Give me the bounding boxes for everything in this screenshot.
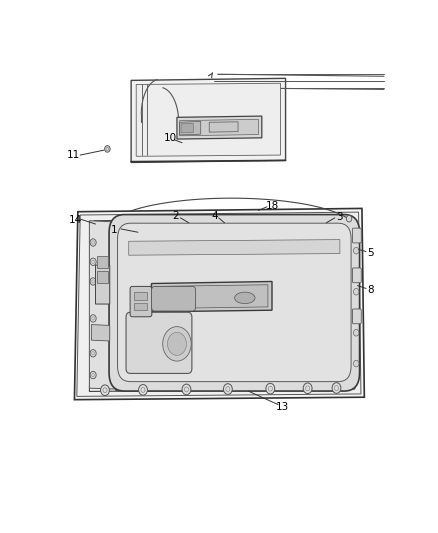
Circle shape	[90, 278, 96, 285]
FancyBboxPatch shape	[109, 215, 360, 391]
Polygon shape	[89, 221, 115, 389]
Circle shape	[90, 314, 96, 322]
Polygon shape	[209, 122, 238, 132]
Circle shape	[105, 146, 110, 152]
Ellipse shape	[235, 292, 255, 304]
Circle shape	[346, 215, 352, 222]
Circle shape	[353, 288, 359, 295]
Text: 13: 13	[276, 402, 289, 411]
Text: 14: 14	[68, 215, 82, 225]
Text: 1: 1	[111, 225, 117, 235]
Circle shape	[167, 333, 187, 356]
Circle shape	[90, 372, 96, 379]
Text: 2: 2	[172, 211, 179, 221]
FancyBboxPatch shape	[152, 286, 196, 311]
FancyBboxPatch shape	[353, 309, 361, 324]
Polygon shape	[95, 265, 110, 304]
Circle shape	[353, 329, 359, 336]
Text: 3: 3	[336, 212, 343, 222]
Circle shape	[101, 385, 110, 395]
FancyBboxPatch shape	[130, 286, 152, 317]
Polygon shape	[92, 325, 110, 341]
Circle shape	[332, 383, 341, 393]
Circle shape	[90, 350, 96, 357]
Polygon shape	[74, 208, 364, 400]
Text: 5: 5	[367, 248, 374, 258]
Circle shape	[266, 383, 275, 394]
Circle shape	[353, 360, 359, 367]
Circle shape	[138, 384, 148, 395]
Text: 8: 8	[367, 285, 374, 295]
Circle shape	[303, 383, 312, 393]
Polygon shape	[180, 119, 258, 136]
Polygon shape	[181, 124, 193, 133]
Bar	[134, 303, 148, 310]
Text: 18: 18	[265, 200, 279, 211]
Polygon shape	[129, 240, 340, 255]
FancyBboxPatch shape	[117, 223, 351, 382]
Polygon shape	[77, 212, 361, 397]
Polygon shape	[116, 221, 352, 391]
Polygon shape	[155, 285, 268, 309]
FancyBboxPatch shape	[126, 312, 192, 374]
Polygon shape	[152, 281, 272, 312]
Circle shape	[223, 384, 232, 394]
Circle shape	[90, 239, 96, 246]
Bar	[96, 271, 108, 283]
Polygon shape	[177, 116, 262, 139]
Bar	[96, 256, 108, 268]
Polygon shape	[136, 83, 280, 156]
Circle shape	[90, 258, 96, 265]
Circle shape	[353, 247, 359, 254]
Circle shape	[182, 384, 191, 395]
Polygon shape	[131, 78, 286, 163]
Polygon shape	[180, 122, 201, 135]
Circle shape	[162, 327, 191, 361]
FancyBboxPatch shape	[353, 268, 361, 282]
Bar	[134, 292, 148, 300]
Polygon shape	[89, 218, 355, 391]
Text: 11: 11	[67, 150, 80, 160]
FancyBboxPatch shape	[353, 228, 361, 243]
Text: 4: 4	[211, 211, 218, 221]
Text: 10: 10	[164, 133, 177, 143]
